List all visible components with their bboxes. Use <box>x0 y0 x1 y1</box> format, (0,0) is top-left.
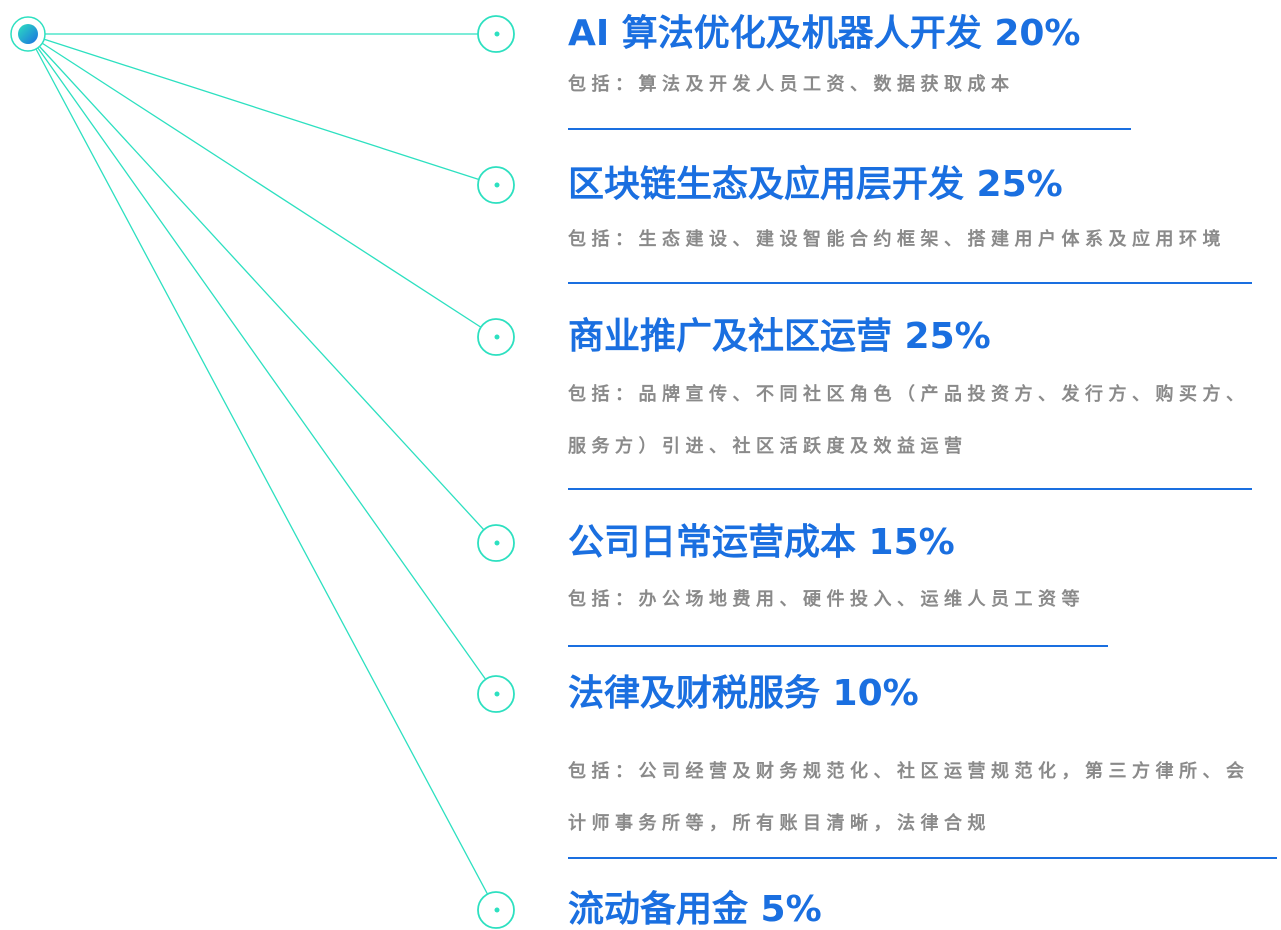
link-line <box>27 33 497 911</box>
node-dot <box>494 691 500 697</box>
item-desc: 包括：公司经营及财务规范化、社区运营规范化，第三方律所、会 <box>568 761 1250 782</box>
link-line <box>27 33 497 544</box>
links <box>27 33 497 911</box>
origin-dot <box>18 24 38 44</box>
node-dot <box>494 540 500 546</box>
link-line <box>27 33 497 695</box>
separator <box>568 857 1277 859</box>
item-desc: 计师事务所等，所有账目清晰，法律合规 <box>568 813 991 834</box>
separator <box>568 645 1108 647</box>
item-desc: 包括：办公场地费用、硬件投入、运维人员工资等 <box>568 589 1085 610</box>
separator <box>568 128 1131 130</box>
item-title: AI 算法优化及机器人开发 20% <box>568 13 1081 54</box>
item-desc: 包括：品牌宣传、不同社区角色（产品投资方、发行方、购买方、 <box>568 384 1250 405</box>
item-desc: 包括：生态建设、建设智能合约框架、搭建用户体系及应用环境 <box>568 229 1226 250</box>
item-title: 区块链生态及应用层开发 25% <box>568 164 1063 205</box>
item-title: 公司日常运营成本 15% <box>568 522 955 563</box>
node-dot <box>494 31 500 37</box>
item-title: 商业推广及社区运营 25% <box>568 316 991 357</box>
item-desc: 服务方）引进、社区活跃度及效益运营 <box>568 436 968 457</box>
item-title: 流动备用金 5% <box>568 889 822 930</box>
node-dot <box>494 907 500 913</box>
separator <box>568 282 1252 284</box>
item-title: 法律及财税服务 10% <box>568 673 919 714</box>
node-dot <box>494 334 500 340</box>
separator <box>568 488 1252 490</box>
link-line <box>27 33 497 186</box>
item-desc: 包括：算法及开发人员工资、数据获取成本 <box>568 74 1015 95</box>
link-line <box>27 33 497 338</box>
node-dot <box>494 182 500 188</box>
